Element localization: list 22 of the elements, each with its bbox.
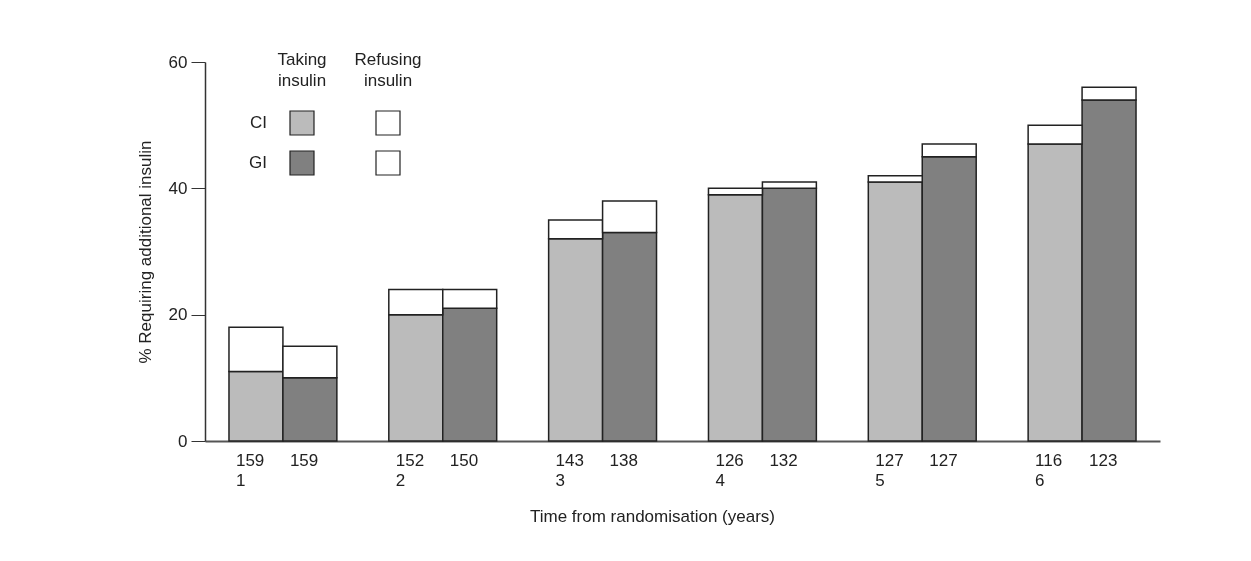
x-tick-label: 143 3	[555, 451, 584, 490]
x-tick-label: 152 2	[395, 451, 425, 490]
x-tick-label: 150	[449, 451, 479, 470]
x-tick-label: 132	[769, 451, 798, 470]
annotation: Refusing insulin	[354, 50, 422, 90]
y-tick-label: 60	[168, 52, 188, 72]
x-tick-label: 138	[609, 451, 638, 470]
y-tick-label: 0	[178, 431, 188, 451]
y-tick-label: 40	[168, 178, 188, 198]
y-tick-label: 20	[168, 305, 188, 325]
x-axis-title: Time from randomisation (years)	[530, 507, 775, 526]
x-tick-label: 126 4	[715, 451, 744, 490]
legend-label: CI	[250, 113, 267, 132]
y-axis-title: % Requiring additional insulin	[135, 140, 155, 364]
legend-label: GI	[249, 153, 267, 172]
x-tick-label: 123	[1089, 451, 1118, 470]
x-tick-label: 159	[289, 451, 319, 470]
annotation: Taking insulin	[277, 50, 327, 90]
x-tick-label: 116 6	[1035, 451, 1063, 490]
x-tick-label: 159 1	[235, 451, 265, 490]
x-tick-label: 127 5	[875, 451, 904, 490]
x-tick-label: 127	[929, 451, 958, 470]
